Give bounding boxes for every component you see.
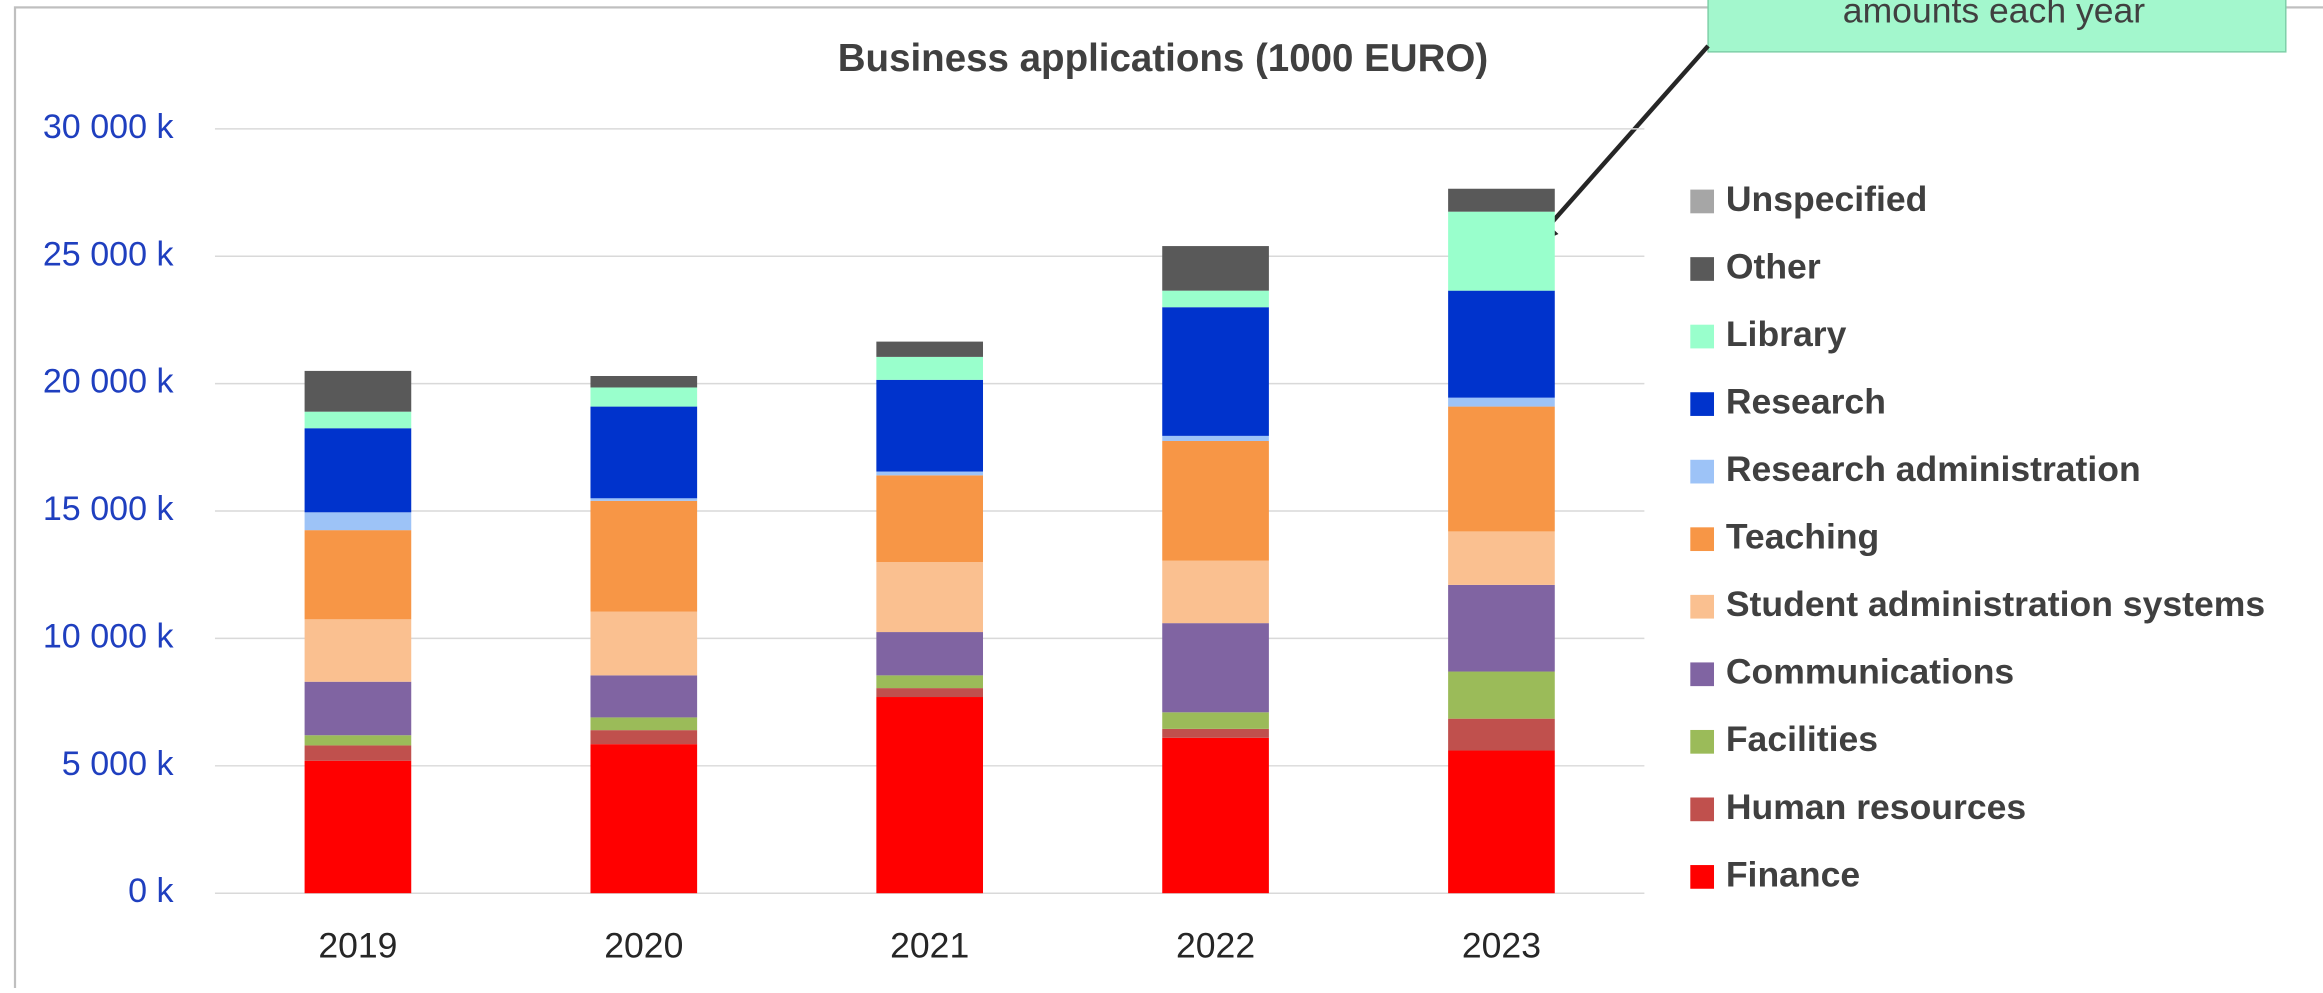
bar-segment [876,475,984,562]
bar-segment [1162,290,1269,308]
bar-segment [304,681,412,736]
legend-swatch [1690,257,1715,281]
x-tick-label: 2021 [890,925,969,965]
bar-segment [1448,290,1555,398]
y-tick-label: 25 000 k [43,235,175,273]
x-tick-label: 2020 [604,925,683,965]
bar-segment [876,675,984,689]
legend-swatch [1690,392,1715,416]
legend-swatch [1690,865,1715,889]
bar-segment [1162,560,1269,624]
annotation: amounts each year [1843,0,2145,31]
bar-segment [1162,435,1269,441]
bar-segment [304,745,412,761]
x-tick-label: 2022 [1176,925,1255,965]
legend-swatch [1690,459,1715,484]
legend-label: Library [1726,314,1847,354]
bar-segment [304,512,412,531]
bar-segment [590,730,698,745]
bar-segment [1162,737,1269,894]
bar-segment [1448,397,1555,407]
legend-swatch [1690,324,1715,349]
bar-segment [876,379,984,472]
bar-segment [1448,750,1555,894]
bar-segment [876,356,984,380]
legend-label: Facilities [1726,719,1878,759]
bar-segment [304,370,412,412]
bar-segment [876,561,984,633]
bar-segment [1448,211,1555,291]
legend-swatch [1690,729,1715,754]
legend-label: Research [1726,381,1886,421]
x-tick-label: 2023 [1462,925,1541,965]
bar-segment [590,406,698,499]
bar-segment [590,387,698,407]
legend-label: Human resources [1726,787,2026,827]
legend-label: Other [1726,246,1821,286]
y-tick-label: 15 000 k [43,490,175,528]
bar-segment [1448,188,1555,212]
y-tick-label: 0 k [128,872,174,910]
bar-segment [1448,406,1555,532]
bar-segment [1162,307,1269,436]
legend-swatch [1690,662,1715,687]
bar-segment [1162,440,1269,561]
bar-segment [304,760,412,894]
legend-label: Research administration [1726,449,2141,489]
legend-label: Student administration systems [1726,584,2265,624]
bar-segment [304,411,412,429]
bar-segment [590,500,698,612]
bar-segment [1162,623,1269,713]
bar-segment [304,619,412,682]
legend-label: Unspecified [1726,179,1927,219]
bar-segment [590,611,698,676]
y-tick-label: 20 000 k [43,363,175,401]
bar-segment [876,632,984,676]
bar-segment [590,744,698,894]
y-tick-label: 10 000 k [43,617,175,655]
bar-segment [590,498,698,501]
y-tick-label: 30 000 k [43,108,175,146]
legend-label: Teaching [1726,517,1879,557]
bar-segment [304,530,412,620]
bar-segment [1448,718,1555,751]
legend-swatch [1690,594,1715,619]
bar-segment [876,471,984,476]
bar-segment [876,341,984,357]
legend-label: Communications [1726,652,2014,692]
bar-segment [1448,584,1555,672]
bar-segment [590,675,698,718]
bar-segment [1448,531,1555,585]
legend-swatch [1690,797,1715,822]
x-tick-label: 2019 [318,925,397,965]
annotation-arrow [1546,44,1710,229]
bar-segment [1162,246,1269,291]
annotation-box [1707,0,2287,53]
bar-segment [1162,728,1269,738]
bar-segment [1448,671,1555,719]
bar-segment [590,376,698,388]
bar-segment [876,688,984,698]
bar-segment [590,717,698,731]
legend-label: Finance [1726,854,1860,894]
chart-title: Business applications (1000 EURO) [838,37,1488,80]
legend-swatch [1690,189,1715,214]
bar-segment [304,428,412,513]
bar-segment [304,735,412,746]
y-tick-label: 5 000 k [62,745,175,783]
bar-segment [1162,712,1269,729]
legend-swatch [1690,527,1715,552]
bar-segment [876,697,984,894]
